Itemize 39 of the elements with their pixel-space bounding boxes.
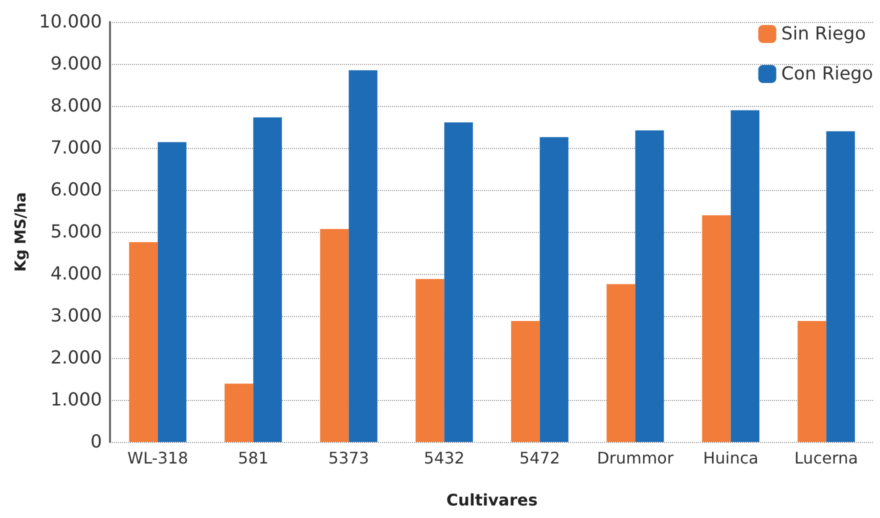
bar (826, 131, 855, 442)
y-tick-label: 3.000 (50, 306, 102, 326)
x-tick-label: 5432 (424, 448, 465, 468)
bar (224, 384, 254, 442)
bar (416, 279, 444, 442)
y-tick-label: 8.000 (50, 96, 102, 116)
x-axis-title: Cultivares (446, 490, 538, 510)
bar (798, 321, 826, 442)
y-tick-label: 0 (90, 432, 102, 452)
bar (348, 70, 378, 442)
bar (158, 142, 186, 442)
bar (129, 242, 158, 442)
y-tick-label: 2.000 (50, 348, 102, 368)
bar (540, 137, 568, 442)
y-tick-label: 1.000 (50, 390, 102, 410)
bar (320, 229, 349, 442)
y-tick-label: 6.000 (50, 180, 102, 200)
x-tick-label: WL-318 (127, 448, 188, 468)
y-tick-label: 9.000 (50, 54, 102, 74)
bar (702, 215, 731, 442)
x-tick-label: Lucerna (794, 448, 858, 468)
x-tick-label: Huinca (703, 448, 758, 468)
bar (635, 130, 664, 442)
x-tick-label: 5373 (328, 448, 370, 468)
x-tick-label: Drummor (596, 448, 674, 468)
bar (606, 284, 636, 442)
legend-label: Sin Riego (781, 24, 866, 44)
bar (253, 117, 282, 442)
legend-label: Con Riego (781, 64, 874, 84)
x-tick-label: 5472 (519, 448, 560, 468)
x-tick-label: 581 (238, 448, 269, 468)
y-tick-label: 10.000 (39, 12, 102, 32)
y-tick-label: 5.000 (50, 222, 102, 242)
y-axis-title: Kg MS/ha (12, 192, 30, 272)
bar (511, 321, 540, 442)
bar (444, 122, 473, 442)
y-tick-label: 7.000 (50, 138, 102, 158)
bar (730, 110, 760, 442)
y-tick-label: 4.000 (50, 264, 102, 284)
